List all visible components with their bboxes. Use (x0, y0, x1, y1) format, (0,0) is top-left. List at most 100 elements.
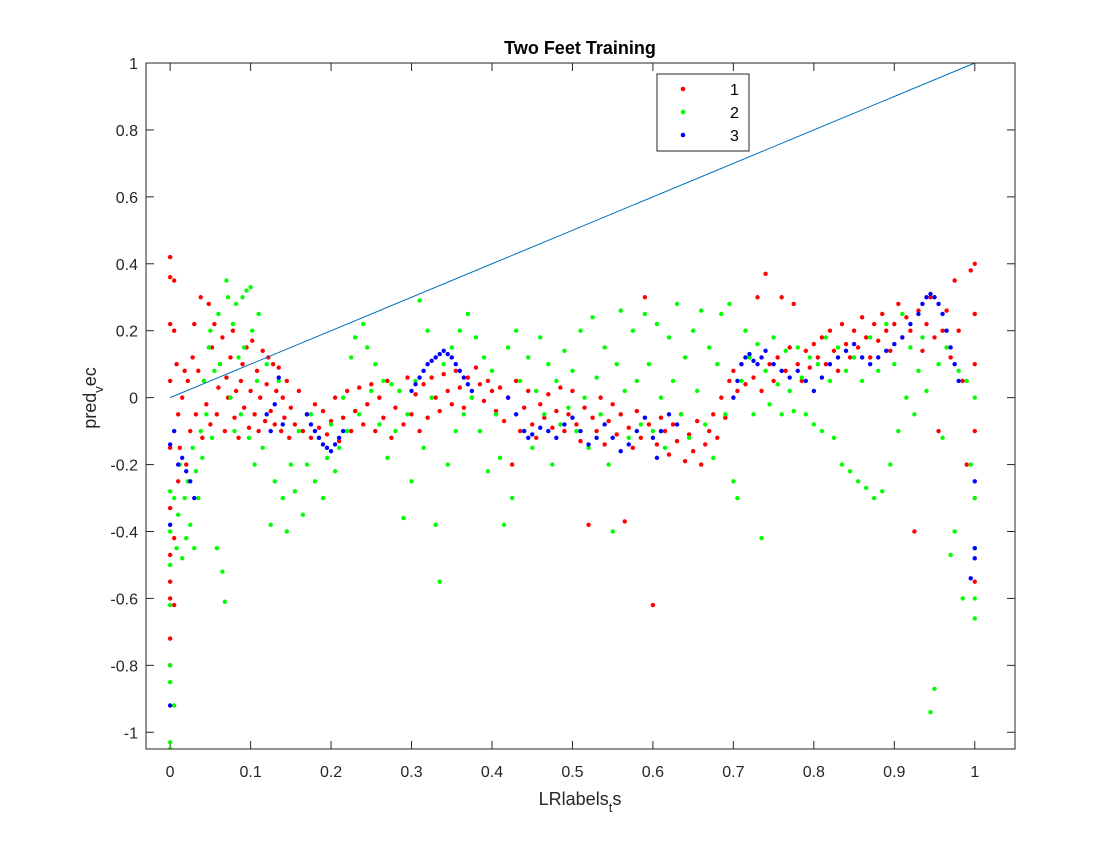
data-point-series-2 (888, 462, 893, 467)
data-point-series-1 (167, 378, 173, 384)
data-point-series-2 (707, 345, 712, 350)
data-point-series-1 (171, 602, 177, 608)
data-point-series-3 (192, 495, 197, 501)
data-point-series-1 (779, 295, 784, 300)
data-point-series-1 (723, 415, 728, 420)
data-point-series-1 (521, 405, 527, 410)
data-point-series-2 (594, 375, 599, 380)
data-point-series-2 (433, 522, 438, 527)
data-point-series-1 (787, 345, 792, 350)
data-point-series-2 (300, 512, 306, 517)
data-point-series-1 (320, 408, 326, 414)
data-point-series-2 (228, 395, 233, 400)
data-point-series-1 (240, 361, 245, 367)
data-point-series-1 (377, 395, 382, 400)
data-point-series-1 (654, 442, 660, 447)
data-point-series-2 (240, 295, 245, 300)
plot-frame (145, 62, 1016, 750)
data-point-series-3 (892, 341, 897, 347)
data-point-series-1 (493, 408, 499, 414)
data-point-series-1 (167, 505, 173, 511)
data-point-series-1 (280, 395, 285, 400)
data-point-series-2 (441, 361, 446, 367)
data-point-series-1 (171, 328, 177, 333)
data-point-series-1 (233, 388, 239, 394)
data-point-series-1 (594, 428, 599, 434)
data-point-series-2 (859, 378, 865, 384)
data-point-series-1 (196, 368, 201, 374)
data-point-series-1 (670, 422, 676, 427)
data-point-series-2 (763, 368, 768, 374)
data-point-series-1 (751, 375, 756, 380)
data-point-series-1 (582, 405, 587, 410)
data-point-series-3 (920, 301, 925, 307)
data-point-series-2 (473, 335, 479, 340)
data-point-series-2 (336, 445, 342, 451)
data-point-series-3 (795, 368, 800, 374)
data-point-series-1 (928, 295, 933, 300)
data-point-series-1 (171, 278, 177, 283)
data-point-series-2 (212, 368, 217, 374)
data-point-series-1 (972, 579, 977, 584)
data-point-series-2 (167, 663, 173, 668)
data-point-series-1 (920, 348, 925, 353)
data-point-series-2 (208, 328, 213, 333)
data-point-series-1 (735, 388, 740, 394)
data-point-series-1 (558, 385, 563, 390)
data-point-series-3 (429, 358, 434, 364)
data-point-series-2 (658, 395, 664, 400)
data-point-series-1 (610, 402, 615, 407)
data-point-series-2 (397, 388, 402, 394)
data-point-series-1 (743, 382, 748, 387)
data-point-series-2 (292, 489, 298, 494)
data-point-series-3 (928, 291, 933, 297)
data-point-series-2 (835, 345, 841, 350)
data-point-series-2 (811, 422, 817, 427)
data-point-series-2 (542, 412, 547, 417)
data-points (167, 254, 977, 749)
data-point-series-2 (248, 285, 253, 290)
data-point-series-3 (932, 295, 937, 300)
x-tick-label: 0.2 (320, 764, 342, 781)
data-point-series-1 (795, 361, 800, 367)
data-point-series-2 (904, 395, 909, 400)
data-point-series-1 (308, 435, 314, 440)
data-point-series-2 (847, 469, 853, 474)
data-point-series-3 (188, 479, 193, 484)
data-point-series-3 (626, 442, 631, 447)
data-point-series-2 (924, 388, 929, 394)
data-point-series-2 (767, 402, 772, 407)
x-tick-label: 0.6 (642, 764, 664, 781)
x-axis-label: LRlabelsts (539, 789, 622, 815)
data-point-series-1 (209, 345, 215, 350)
data-point-series-3 (972, 479, 977, 484)
data-point-series-3 (658, 428, 664, 434)
data-point-series-2 (217, 361, 223, 367)
data-point-series-2 (880, 489, 885, 494)
data-point-series-2 (220, 569, 225, 574)
x-tick-label: 0.4 (481, 764, 503, 781)
data-point-series-2 (827, 378, 833, 384)
data-point-series-2 (892, 361, 897, 367)
data-point-series-3 (735, 378, 740, 384)
data-point-series-1 (509, 462, 515, 467)
data-point-series-1 (727, 378, 732, 384)
data-point-series-1 (246, 425, 252, 430)
data-point-series-2 (233, 301, 239, 307)
data-point-series-1 (236, 435, 241, 440)
data-point-series-1 (566, 412, 571, 417)
y-tick-label: -0.2 (110, 458, 138, 475)
data-point-series-1 (204, 402, 209, 407)
data-point-series-3 (936, 301, 941, 307)
data-point-series-1 (230, 328, 236, 333)
data-point-series-1 (859, 315, 865, 320)
data-point-series-2 (256, 311, 261, 317)
data-point-series-1 (759, 388, 764, 394)
data-point-series-2 (747, 355, 752, 360)
data-point-series-2 (409, 479, 414, 484)
data-point-series-2 (236, 355, 241, 360)
data-point-series-1 (425, 415, 430, 420)
data-point-series-1 (206, 301, 211, 307)
data-point-series-3 (445, 351, 450, 357)
data-point-series-1 (534, 435, 539, 440)
